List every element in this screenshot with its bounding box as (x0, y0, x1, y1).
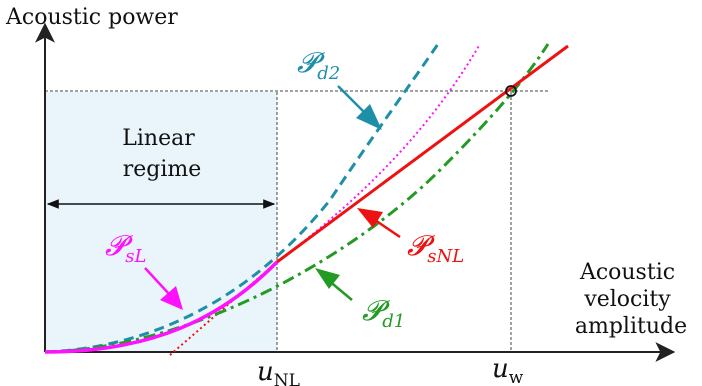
callout-arrowhead-p-sl (160, 286, 183, 310)
label-p-snl-sub: sNL (427, 246, 464, 267)
label-p-d1: 𝓟d1 (362, 294, 405, 332)
x-tick-u-nl: uNL (257, 357, 300, 386)
y-axis-label: Acoustic power (5, 5, 178, 30)
label-p-d2-sub: d2 (317, 63, 340, 84)
linear-regime-label: Linear regime (122, 126, 201, 182)
callout-arrowhead-p-snl (357, 208, 383, 228)
label-p-d2: 𝓟d2 (297, 46, 340, 84)
linear-regime-label-line-2: regime (123, 157, 202, 182)
callout-arrowhead-p-d1 (315, 268, 340, 289)
x-tick-u-nl-base: u (257, 357, 274, 386)
callout-arrow-p-sl (144, 267, 171, 296)
label-p-d1-sub: d1 (382, 311, 405, 332)
label-p-sl-sub: sL (125, 246, 146, 267)
curve-p-sl-extension (276, 43, 481, 263)
label-p-snl: 𝓟sNL (407, 229, 464, 267)
operating-point-marker (505, 85, 517, 97)
linear-regime-label-line-1: Linear (122, 126, 195, 151)
x-axis-label-line-3: amplitude (575, 314, 687, 339)
callout-arrowhead-p-d2 (356, 104, 382, 130)
linear-regime-region (45, 92, 277, 352)
curve-p-sl (44, 260, 279, 354)
x-axis-label-line-2: velocity (583, 287, 671, 312)
x-axis-label: Acoustic velocity amplitude (575, 260, 687, 339)
tangent-line-p-snl (169, 261, 278, 356)
x-axis-label-line-1: Acoustic (579, 260, 675, 285)
x-tick-u-w: uw (492, 354, 524, 386)
x-tick-u-w-sub: w (509, 368, 524, 386)
curve-p-d1 (44, 43, 550, 354)
curve-p-snl (276, 44, 569, 264)
x-tick-u-w-base: u (492, 354, 509, 384)
x-tick-u-nl-sub: NL (274, 371, 300, 386)
curve-p-d2 (44, 43, 440, 354)
